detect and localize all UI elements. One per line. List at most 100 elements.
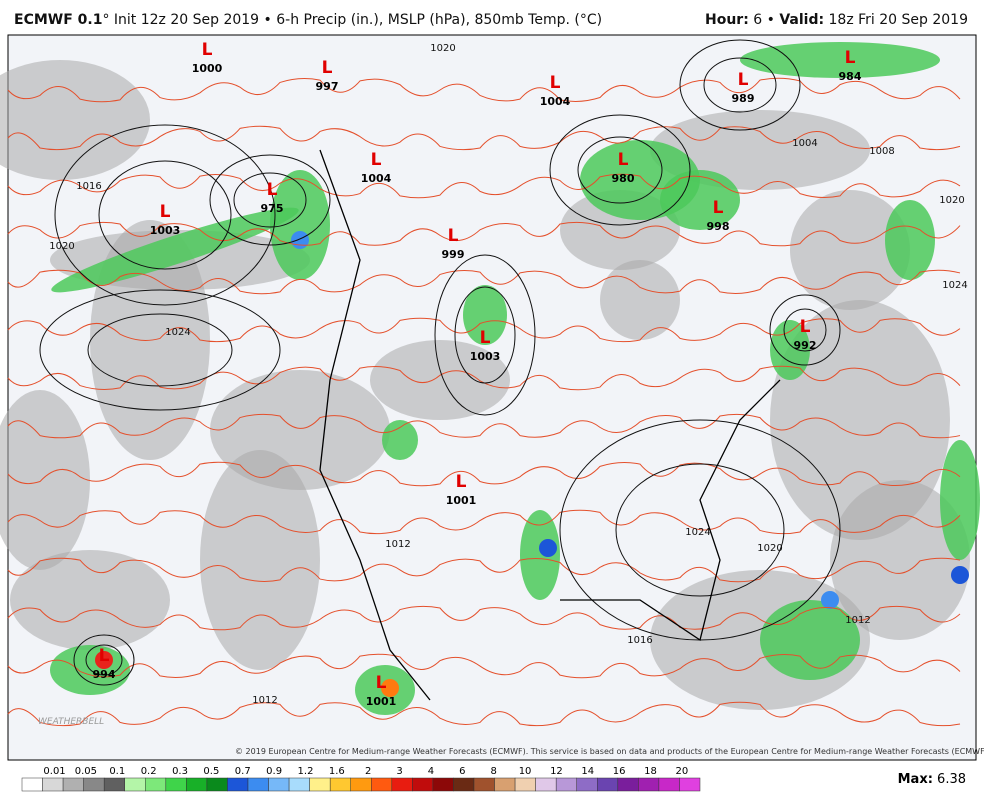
isobar	[87, 313, 233, 387]
isobar-label: 1024	[942, 280, 967, 291]
temperature-contour	[7, 461, 961, 487]
precip-gray	[650, 110, 870, 190]
low-letter: L	[713, 198, 724, 218]
precip-green	[740, 42, 940, 78]
low-pressure: 999	[442, 248, 465, 261]
low-pressure: 1004	[361, 172, 392, 185]
watermark: WEATHERBELL	[38, 717, 104, 727]
header-title: ECMWF 0.1° Init 12z 20 Sep 2019 • 6-h Pr…	[14, 12, 602, 28]
low-letter: L	[800, 317, 811, 337]
temperature-contour	[7, 701, 961, 727]
low-pressure: 1003	[470, 350, 501, 363]
colorbar-tick-label: 10	[519, 766, 532, 777]
low-letter: L	[618, 150, 629, 170]
colorbar-tick-label: 3	[396, 766, 402, 777]
low-pressure: 997	[316, 80, 339, 93]
precip-gray	[830, 480, 970, 640]
isobar-label: 1020	[430, 43, 455, 54]
isobar	[615, 463, 785, 597]
isobar	[85, 644, 123, 676]
low-pressure: 984	[839, 70, 862, 83]
low-letter: L	[448, 226, 459, 246]
isobar-label: 1024	[685, 527, 710, 538]
isobar	[679, 39, 801, 131]
temperature-contour	[7, 125, 961, 151]
temperature-contour	[7, 653, 961, 679]
low-pressure: 980	[612, 172, 635, 185]
colorbar-tick-label: 6	[459, 766, 465, 777]
precip-heavy	[539, 539, 557, 557]
low-pressure: 1001	[446, 494, 477, 507]
isobar-label: 1012	[845, 615, 870, 626]
colorbar-swatch	[42, 777, 64, 792]
precip-green	[382, 420, 418, 460]
colorbar: 0.01 0.05 0.1 0.2 0.3 0.5 0.7 0.9 1.2 1.6 2 3 4 6 8 10 1…	[21, 766, 701, 792]
low-letter: L	[202, 40, 213, 60]
isobar	[98, 160, 232, 270]
isobar-label: 1020	[757, 543, 782, 554]
valid-time: 18z Fri 20 Sep 2019	[828, 12, 968, 28]
colorbar-tick-label: 0.3	[172, 766, 188, 777]
colorbar-tick-label: 0.05	[75, 766, 97, 777]
isobar	[703, 57, 777, 113]
low-letter: L	[480, 328, 491, 348]
colorbar-tick-label: 0.7	[235, 766, 251, 777]
colorbar-tick-label: 0.1	[109, 766, 125, 777]
low-pressure: 992	[794, 339, 817, 352]
colorbar-swatch	[62, 777, 84, 792]
colorbar-swatch	[124, 777, 146, 792]
colorbar-tick-label: 0.5	[203, 766, 219, 777]
low-letter: L	[456, 472, 467, 492]
colorbar-swatch	[432, 777, 454, 792]
colorbar-swatch	[638, 777, 660, 792]
max: Max: 6.38	[898, 772, 966, 787]
isobar	[783, 308, 827, 352]
precip-heavy	[821, 591, 839, 609]
colorbar-swatch	[473, 777, 495, 792]
hour: 6 •	[753, 12, 775, 28]
low-pressure: 1001	[366, 695, 397, 708]
colorbar-swatch	[494, 777, 516, 792]
colorbar-swatch	[103, 777, 125, 792]
colorbar-swatch	[535, 777, 557, 792]
colorbar-tick-label: 0.2	[141, 766, 157, 777]
colorbar-tick-label: 14	[581, 766, 594, 777]
colorbar-tick-label: 16	[613, 766, 626, 777]
low-pressure: 975	[261, 202, 284, 215]
colorbar-swatch	[206, 777, 228, 792]
temperature-contour	[7, 269, 961, 295]
low-pressure: 1004	[540, 95, 571, 108]
precip-green	[885, 200, 935, 280]
low-letter: L	[322, 58, 333, 78]
isobar	[577, 136, 663, 204]
precip-gray	[10, 550, 170, 650]
precip-green	[660, 170, 740, 230]
precip-green	[940, 440, 980, 560]
colorbar-tick-label: 0.01	[43, 766, 65, 777]
low-letter: L	[845, 48, 856, 68]
temperature-contour	[7, 509, 961, 535]
copyright: © 2019 European Centre for Medium-range …	[235, 747, 984, 756]
low-pressure: 989	[732, 92, 755, 105]
precip-green	[270, 170, 330, 280]
temperature-contour	[7, 221, 961, 247]
colorbar-swatch	[186, 777, 208, 792]
precip-heavy	[381, 679, 399, 697]
model: ECMWF 0.1	[14, 12, 103, 28]
precip-heavy	[291, 231, 309, 249]
isobar	[233, 172, 307, 228]
low-letter: L	[267, 180, 278, 200]
isobar-label: 1004	[792, 138, 817, 149]
map-layers	[0, 39, 980, 727]
colorbar-swatch	[83, 777, 105, 792]
colorbar-swatch	[371, 777, 393, 792]
hour-label: Hour:	[704, 12, 749, 28]
temperature-contour	[7, 557, 961, 583]
precip-heavy	[951, 566, 969, 584]
isobar-label: 1016	[76, 181, 101, 192]
colorbar-swatch	[679, 777, 701, 792]
colorbar-swatch	[329, 777, 351, 792]
colorbar-swatch	[391, 777, 413, 792]
low-pressure: 1003	[150, 224, 181, 237]
